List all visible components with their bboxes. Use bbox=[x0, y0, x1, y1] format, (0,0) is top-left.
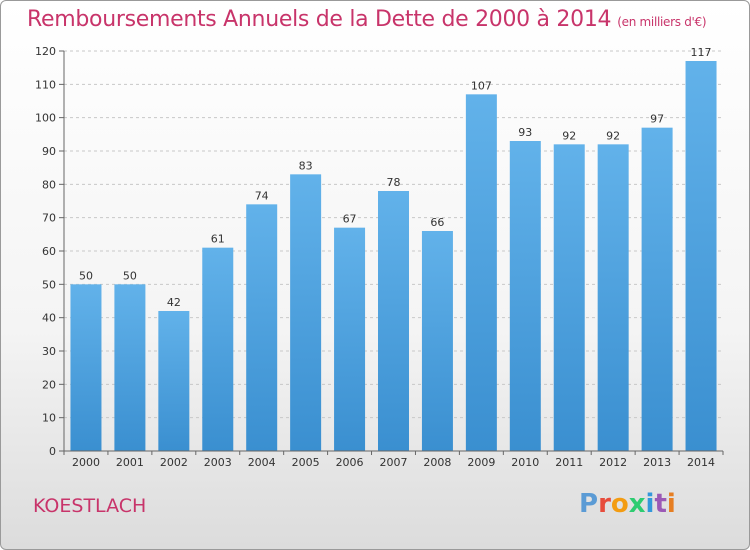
x-tick-label: 2004 bbox=[248, 456, 276, 469]
x-tick-label: 2003 bbox=[204, 456, 232, 469]
data-label: 78 bbox=[387, 176, 401, 189]
logo-letter: i bbox=[666, 489, 676, 519]
bar bbox=[421, 231, 453, 451]
x-tick-label: 2010 bbox=[511, 456, 539, 469]
unit-note: (en milliers d'€) bbox=[617, 15, 707, 29]
y-axis-labels: 0 10 20 30 40 50 60 70 80 90 100 110 120 bbox=[35, 45, 56, 458]
x-axis-labels: 2000 2001 2002 2003 2004 2005 2006 2007 2008 2009… bbox=[63, 451, 724, 469]
data-label: 67 bbox=[343, 213, 357, 226]
y-tick-label: 0 bbox=[49, 445, 56, 458]
x-tick-label: 2000 bbox=[72, 456, 100, 469]
data-label: 93 bbox=[518, 126, 532, 139]
x-tick-label: 2009 bbox=[467, 456, 495, 469]
data-label: 61 bbox=[211, 233, 225, 246]
data-label: 50 bbox=[123, 269, 137, 282]
y-tick-label: 90 bbox=[42, 145, 56, 158]
x-tick-label: 2007 bbox=[380, 456, 408, 469]
data-label: 83 bbox=[299, 159, 313, 172]
bar bbox=[641, 127, 673, 452]
x-tick-label: 2001 bbox=[116, 456, 144, 469]
x-tick-label: 2006 bbox=[336, 456, 364, 469]
bar bbox=[70, 284, 102, 451]
logo-letter: t bbox=[654, 489, 667, 519]
y-tick-label: 40 bbox=[42, 312, 56, 325]
x-tick-label: 2011 bbox=[555, 456, 583, 469]
data-label: 50 bbox=[79, 269, 93, 282]
proxiti-logo: Proxiti bbox=[579, 489, 676, 519]
y-tick-label: 100 bbox=[35, 112, 56, 125]
bar bbox=[290, 174, 322, 452]
data-label: 92 bbox=[606, 129, 620, 142]
y-tick-label: 120 bbox=[35, 45, 56, 58]
bar bbox=[685, 61, 717, 451]
y-tick-label: 30 bbox=[42, 345, 56, 358]
y-tick-label: 50 bbox=[42, 278, 56, 291]
place-name: KOESTLACH bbox=[33, 495, 147, 517]
bar bbox=[509, 141, 541, 451]
bars bbox=[70, 61, 717, 452]
chart-title-text: Remboursements Annuels de la Dette de 20… bbox=[27, 7, 612, 32]
data-label: 74 bbox=[255, 189, 269, 202]
bar bbox=[246, 204, 278, 451]
y-tick-label: 60 bbox=[42, 245, 56, 258]
data-labels: 50 50 42 61 74 83 67 78 66 107 93 92 92 97 117 bbox=[79, 46, 712, 309]
x-tick-label: 2002 bbox=[160, 456, 188, 469]
data-label: 107 bbox=[471, 79, 492, 92]
data-label: 92 bbox=[562, 129, 576, 142]
x-tick-label: 2012 bbox=[599, 456, 627, 469]
bar bbox=[465, 94, 497, 451]
logo-letter: r bbox=[598, 489, 611, 519]
y-tick-label: 70 bbox=[42, 212, 56, 225]
data-label: 42 bbox=[167, 296, 181, 309]
logo-letter: x bbox=[628, 489, 646, 519]
data-label: 117 bbox=[691, 46, 712, 59]
axes bbox=[63, 51, 723, 452]
logo-letter: i bbox=[645, 489, 655, 519]
data-label: 66 bbox=[430, 216, 444, 229]
x-tick-label: 2008 bbox=[423, 456, 451, 469]
x-tick-label: 2014 bbox=[687, 456, 715, 469]
bar bbox=[597, 144, 629, 452]
chart-title: Remboursements Annuels de la Dette de 20… bbox=[27, 7, 707, 32]
data-label: 97 bbox=[650, 113, 664, 126]
bar bbox=[378, 191, 409, 451]
bar bbox=[553, 144, 585, 452]
y-tick-label: 10 bbox=[42, 412, 56, 425]
x-tick-label: 2013 bbox=[643, 456, 671, 469]
y-tick-label: 110 bbox=[35, 78, 56, 91]
logo-letter: o bbox=[610, 489, 629, 519]
x-tick-label: 2005 bbox=[292, 456, 320, 469]
y-tick-label: 20 bbox=[42, 378, 56, 391]
y-tick-label: 80 bbox=[42, 178, 56, 191]
bar bbox=[202, 247, 234, 451]
bar bbox=[158, 311, 190, 451]
bar bbox=[334, 227, 366, 451]
logo-letter: P bbox=[579, 489, 599, 519]
bar bbox=[114, 284, 146, 451]
